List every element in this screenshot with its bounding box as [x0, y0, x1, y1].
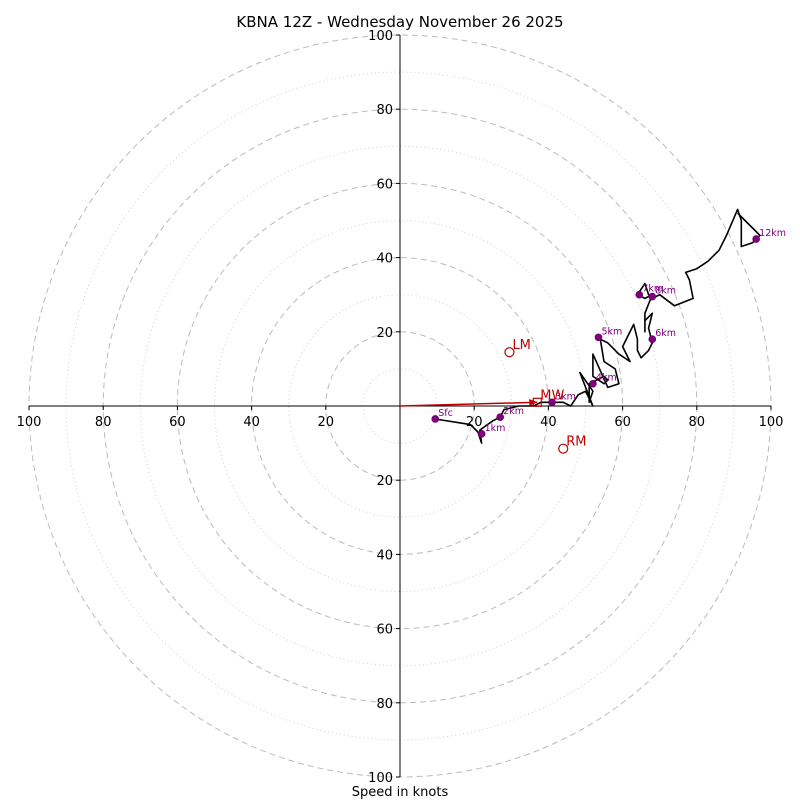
y-tick-label-up-60: 60	[376, 177, 393, 192]
x-tick-label-left-80: 80	[95, 415, 112, 430]
y-tick-label-up-100: 100	[368, 29, 393, 44]
rm-label: RM	[566, 435, 586, 450]
y-tick-label-down-80: 80	[376, 697, 393, 712]
height-label-5km: 5km	[601, 326, 622, 337]
x-tick-label-right-20: 20	[466, 415, 483, 430]
height-label-6km: 6km	[655, 328, 676, 339]
height-marker-8km	[648, 292, 657, 301]
storm-motions: LM MW RM	[399, 338, 586, 454]
y-tick-label-down-40: 40	[376, 548, 393, 563]
mw-label: MW	[540, 388, 564, 403]
height-label-7km: 7km	[642, 284, 663, 295]
x-tick-label-left-40: 40	[243, 415, 260, 430]
height-label-3km: 3km	[555, 391, 576, 402]
chart-title: KBNA 12Z - Wednesday November 26 2025	[236, 13, 563, 31]
rm-marker	[558, 443, 569, 454]
x-tick-label-left-20: 20	[318, 415, 335, 430]
height-marker-3km	[548, 398, 556, 407]
height-label-12km: 12km	[759, 228, 786, 239]
mw-marker	[532, 397, 542, 407]
height-label-2km: 2km	[503, 406, 524, 417]
height-marker-6km	[648, 335, 657, 344]
mean-wind-vector	[399, 401, 538, 407]
x-tick-label-right-100: 100	[759, 415, 784, 430]
wind-trace-line	[435, 208, 761, 444]
lm-marker	[504, 347, 515, 358]
height-marker-7km	[635, 290, 644, 299]
y-tick-label-up-40: 40	[376, 252, 393, 267]
height-marker-5km	[594, 333, 603, 342]
wind-trace	[435, 208, 761, 444]
height-marker-12km	[752, 235, 760, 243]
height-marker-4km	[589, 379, 597, 388]
x-axis-label: Speed in knots	[352, 785, 449, 800]
x-tick-label-left-60: 60	[169, 415, 186, 430]
y-tick-label-down-100: 100	[368, 771, 393, 786]
height-label-8km: 8km	[655, 286, 676, 297]
height-label-1km: 1km	[485, 423, 506, 434]
x-tick-label-right-60: 60	[614, 415, 631, 430]
height-marker-Sfc	[431, 415, 440, 423]
y-tick-label-down-60: 60	[376, 623, 393, 638]
x-tick-label-right-80: 80	[689, 415, 706, 430]
y-tick-label-up-80: 80	[376, 103, 393, 118]
height-marker-1km	[477, 430, 486, 438]
height-label-4km: 4km	[596, 373, 617, 384]
x-tick-label-right-40: 40	[540, 415, 557, 430]
tick-labels: 20 20 20 20 40 40 40 40 60 60 60 60 80 80 80 80 100 100 10…	[17, 29, 784, 786]
x-tick-label-left-100: 100	[17, 415, 42, 430]
y-tick-label-up-20: 20	[376, 326, 393, 341]
height-label-Sfc: Sfc	[438, 408, 453, 419]
lm-label: LM	[512, 338, 530, 353]
height-marker-2km	[496, 413, 504, 421]
y-tick-label-down-20: 20	[376, 474, 393, 489]
